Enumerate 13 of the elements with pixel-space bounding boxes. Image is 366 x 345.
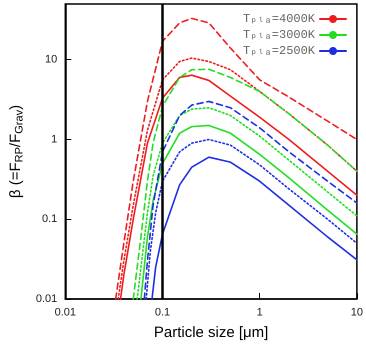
legend-label: Tₚₗₐ=4000K [242,12,316,26]
y-tick-label: 10 [45,54,58,66]
y-tick-label: 0.01 [36,293,58,305]
legend-label: Tₚₗₐ=3000K [242,28,316,42]
x-tick-label: 0.1 [154,306,170,318]
y-tick-label: 1 [51,133,58,146]
x-tick-label: 10 [350,306,364,318]
y-tick-label: 0.1 [42,213,58,226]
legend-label: Tₚₗₐ=2500K [242,44,316,58]
x-axis-title: Particle size [μm] [154,324,268,341]
y-axis-title: β (=FRP/FGrav) [7,104,26,198]
x-tick-label: 0.01 [54,306,76,318]
x-tick-label: 1 [256,306,263,318]
